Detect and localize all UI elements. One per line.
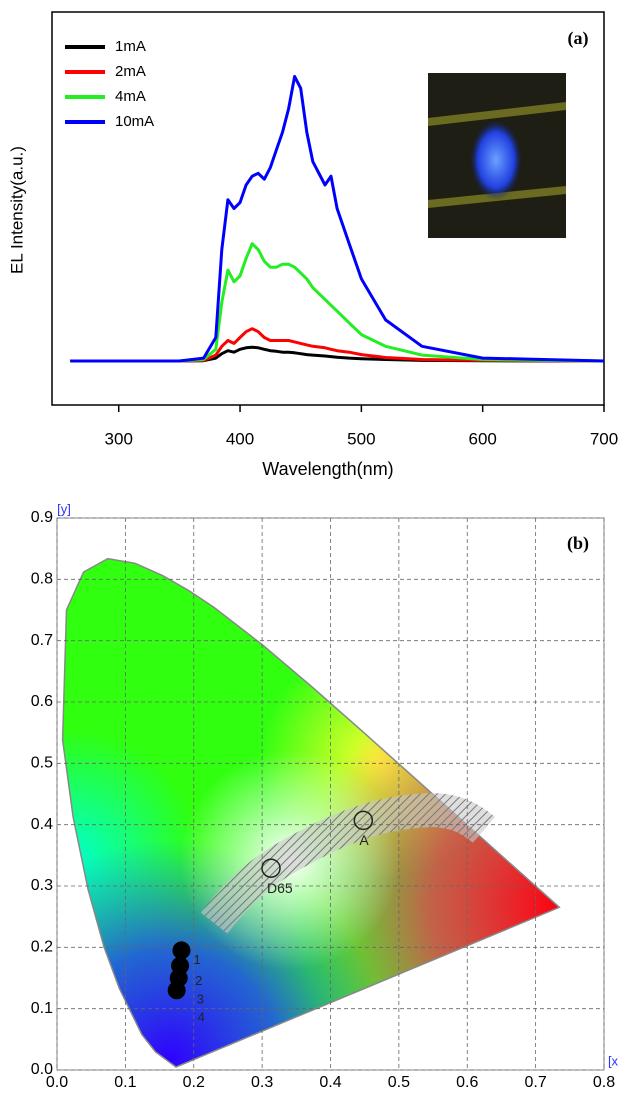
series-line — [70, 327, 605, 363]
legend-label: 1mA — [115, 38, 146, 55]
x-tick-label: 500 — [347, 429, 375, 448]
reference-point — [353, 810, 374, 831]
legend-label: 2mA — [115, 63, 146, 80]
series-line — [70, 75, 605, 363]
x-tick-label: 400 — [226, 429, 254, 448]
y-tick-label: 0.8 — [31, 571, 53, 588]
chromaticity-gamut — [62, 558, 560, 1067]
y-axis-label: [y] — [57, 501, 71, 516]
plot-frame — [51, 11, 605, 406]
reference-label: A — [359, 832, 369, 848]
legend-label: 4mA — [115, 88, 146, 105]
series-line — [70, 242, 605, 363]
x-tick-label: 600 — [468, 429, 496, 448]
data-point — [167, 981, 186, 1000]
x-tick-label: 0.5 — [388, 1074, 410, 1091]
y-tick-label: 0.2 — [31, 939, 53, 956]
legend-label: 10mA — [115, 113, 154, 130]
reference-label: D65 — [267, 880, 293, 896]
panel-b: (b) [x [y] — [56, 501, 619, 1071]
x-tick-label: 0.2 — [183, 1074, 205, 1091]
x-tick-label: 300 — [105, 429, 133, 448]
x-tick-label: 0.4 — [319, 1074, 341, 1091]
x-tick-label: 0.8 — [593, 1074, 615, 1091]
y-axis-label: EL Intensity(a.u.) — [7, 146, 26, 274]
x-tick-label: 700 — [590, 429, 618, 448]
x-tick-label: 0.3 — [251, 1074, 273, 1091]
x-tick-label: 0.6 — [456, 1074, 478, 1091]
y-tick-label: 0.4 — [31, 816, 53, 833]
series-line — [70, 345, 604, 363]
x-tick-label: 0.7 — [525, 1074, 547, 1091]
planckian-band — [200, 792, 496, 934]
y-tick-label: 0.7 — [31, 632, 53, 649]
x-axis-label: [x — [608, 1053, 619, 1068]
x-tick-label: 0.1 — [114, 1074, 136, 1091]
x-axis-label: Wavelength(nm) — [262, 459, 393, 479]
y-tick-label: 0.1 — [31, 1000, 53, 1017]
y-tick-label: 0.3 — [31, 877, 53, 894]
reference-point — [261, 858, 281, 878]
panel-a: (a) Wavelength(nm) EL Intensity(a.u.) — [7, 11, 605, 479]
spectral-locus — [61, 557, 561, 1068]
inset-photo — [428, 73, 566, 238]
point-label: 3 — [197, 991, 204, 1006]
panel-label: (a) — [568, 28, 589, 49]
point-label: 4 — [198, 1010, 205, 1025]
y-tick-label: 0.6 — [31, 693, 53, 710]
y-tick-label: 0.9 — [31, 509, 53, 526]
panel-label: (b) — [567, 533, 589, 554]
point-label: 2 — [195, 973, 202, 988]
data-point — [172, 941, 191, 960]
x-tick-label: 0.0 — [46, 1074, 68, 1091]
point-label: 1 — [193, 952, 200, 967]
y-tick-label: 0.5 — [31, 755, 53, 772]
y-tick-label: 0.0 — [31, 1061, 53, 1078]
